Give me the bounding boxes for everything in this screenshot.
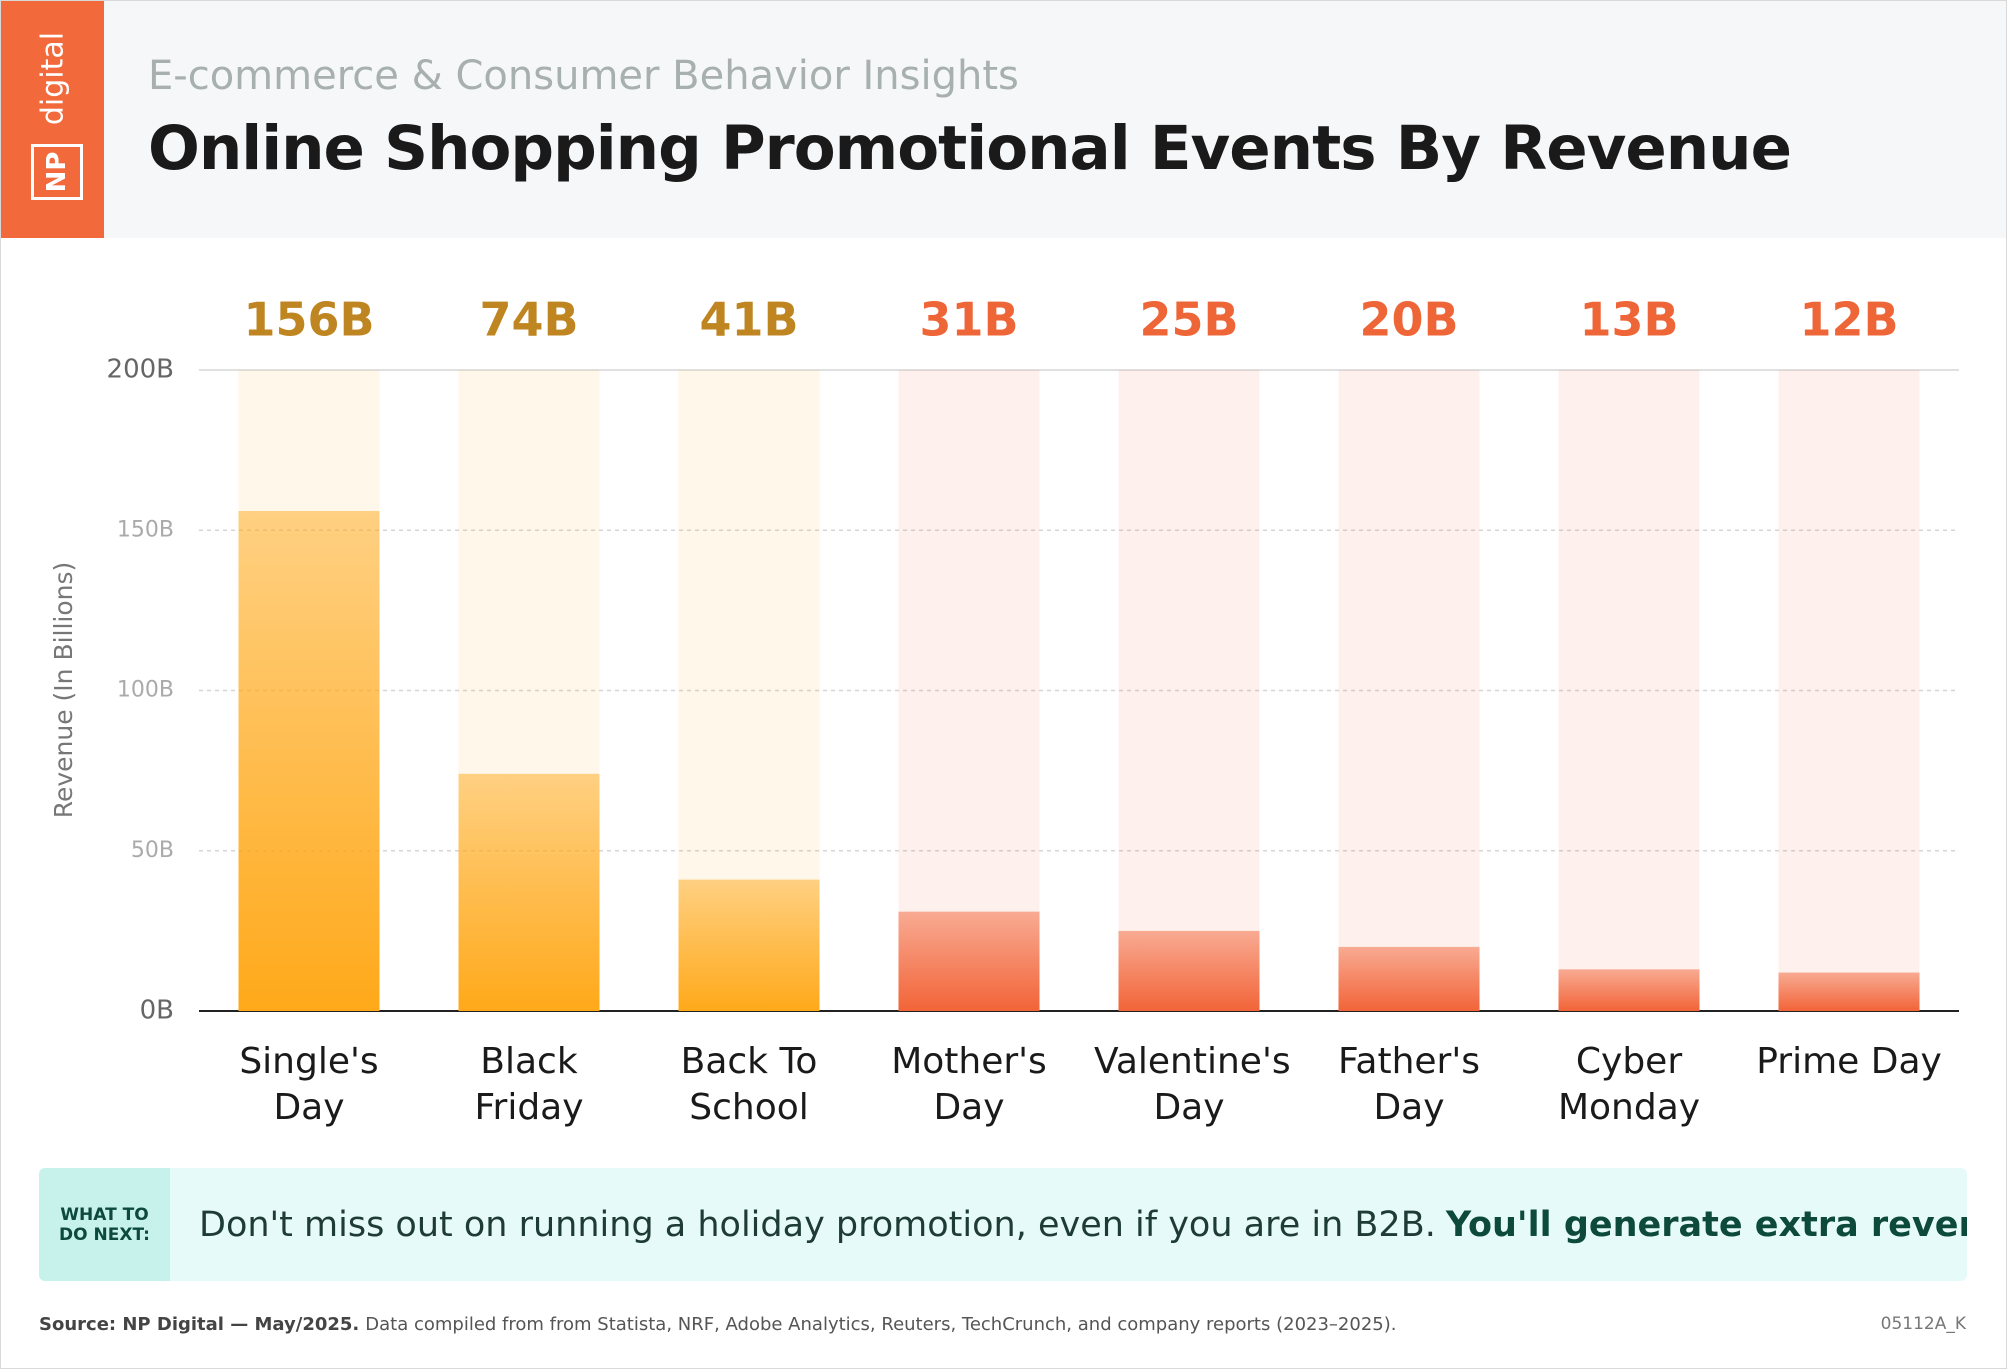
title: Online Shopping Promotional Events By Re… — [148, 113, 1792, 184]
value-label: 25B — [1139, 293, 1238, 347]
y-tick-label: 150B — [117, 517, 174, 542]
value-label: 31B — [919, 293, 1018, 347]
value-label: 156B — [243, 293, 374, 347]
value-label: 20B — [1359, 293, 1458, 347]
footer-source: Source: NP Digital — May/2025. — [39, 1314, 360, 1335]
x-tick-label: Cyber Monday — [1557, 1041, 1701, 1128]
bar — [1778, 972, 1920, 1011]
bar — [1118, 930, 1260, 1011]
callout-text: Don't miss out on running a holiday prom… — [199, 1168, 1967, 1281]
x-tick-label: Mother's Day — [891, 1041, 1047, 1128]
x-tick-label: Valentine's Day — [1094, 1041, 1291, 1128]
bar — [458, 773, 600, 1011]
y-axis-title: Revenue (In Billions) — [49, 562, 78, 819]
y-tick-label: 100B — [117, 678, 174, 703]
bar — [1558, 969, 1700, 1011]
footer: Source: NP Digital — May/2025. Data compi… — [39, 1314, 1396, 1335]
callout-tag: WHAT TO DO NEXT: — [39, 1168, 170, 1281]
bar-track — [1778, 370, 1920, 1011]
y-tick-label: 0B — [140, 996, 174, 1026]
value-label: 12B — [1799, 293, 1898, 347]
header: digital NP E-commerce & Consumer Behavio… — [1, 1, 2006, 238]
x-tick-label: Single's Day — [239, 1041, 379, 1128]
y-tick-label: 200B — [107, 355, 174, 385]
x-tick-label: Back To School — [680, 1041, 818, 1128]
y-tick-label: 50B — [131, 838, 174, 863]
value-label: 41B — [699, 293, 798, 347]
bar-track — [1338, 370, 1480, 1011]
bar — [898, 911, 1040, 1011]
callout: WHAT TO DO NEXT: Don't miss out on runni… — [39, 1168, 1967, 1281]
x-tick-label: Father's Day — [1338, 1041, 1480, 1128]
x-tick-label: Prime Day — [1756, 1041, 1942, 1082]
bar-track — [1118, 370, 1260, 1011]
logo: digital NP — [1, 1, 104, 238]
callout-body: Don't miss out on running a holiday prom… — [199, 1204, 1436, 1245]
x-tick-label: Black Friday — [474, 1041, 584, 1128]
subtitle: E-commerce & Consumer Behavior Insights — [148, 53, 1019, 99]
footer-code: 05112A_K — [1880, 1314, 1966, 1334]
bar-track — [1558, 370, 1700, 1011]
value-label: 74B — [479, 293, 578, 347]
value-label: 13B — [1579, 293, 1678, 347]
bar-track — [898, 370, 1040, 1011]
footer-details: Data compiled from from Statista, NRF, A… — [365, 1314, 1397, 1335]
bar — [1338, 946, 1480, 1011]
bar — [238, 511, 380, 1011]
callout-emphasis: You'll generate extra revenue. — [1445, 1204, 1967, 1245]
bar — [678, 879, 820, 1011]
